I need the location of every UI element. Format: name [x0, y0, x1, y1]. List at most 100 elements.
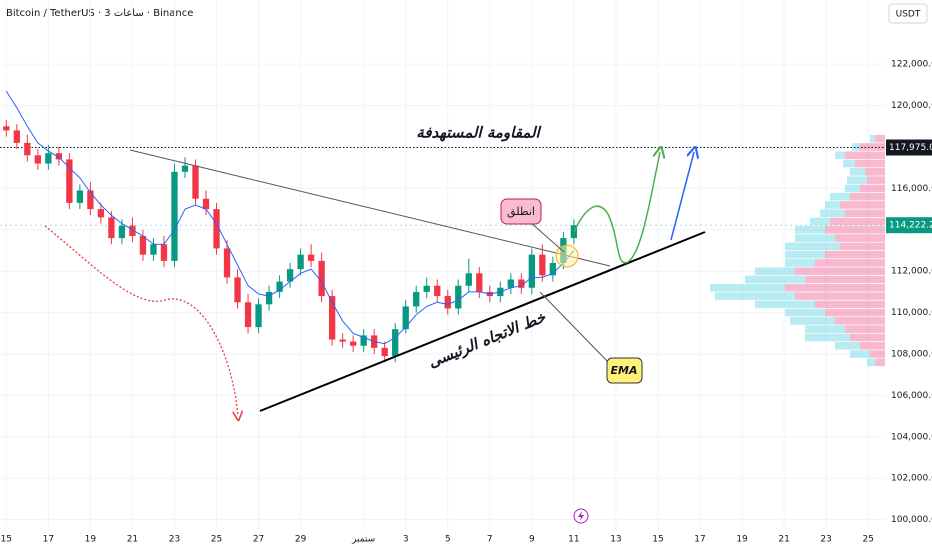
x-tick-label: 25 — [862, 535, 873, 545]
profile-buy — [745, 275, 805, 284]
candle-body — [87, 190, 94, 210]
profile-buy — [843, 159, 855, 168]
lightning — [578, 511, 584, 521]
x-tick-label: 15 — [652, 535, 663, 545]
x-tick-label: 17 — [43, 535, 54, 545]
candle-body — [3, 126, 10, 131]
candle-body — [150, 244, 157, 255]
profile-sell — [850, 192, 885, 201]
profile-buy — [805, 333, 850, 342]
candle-body — [318, 260, 325, 297]
candle-body — [307, 254, 315, 261]
profile-buy — [830, 192, 850, 201]
candle-body — [350, 341, 357, 346]
profile-sell — [785, 283, 885, 292]
ema-label: EMA — [611, 364, 638, 377]
profile-sell — [825, 226, 885, 234]
projection-green — [573, 152, 660, 264]
candle-body — [402, 306, 409, 330]
candle-body — [45, 153, 52, 164]
profile-sell — [825, 308, 885, 317]
y-tick-label: 108,000.00 — [891, 350, 932, 360]
profile-sell — [795, 267, 885, 276]
profile-buy — [790, 317, 835, 325]
launch-box — [500, 198, 542, 225]
candle-body — [444, 296, 451, 309]
trendline-label: خط الاتجاه الرئيسى — [426, 308, 549, 372]
candle-body — [549, 262, 557, 276]
y-tick-label: 106,000.00 — [891, 391, 932, 401]
profile-buy — [850, 168, 865, 176]
candle-body — [339, 339, 346, 342]
symbol-title: Bitcoin / TetherUS · 3 ساعات · Binance — [6, 8, 193, 19]
resistance-label: المقاومة المستهدفة — [416, 124, 541, 142]
profile-buy — [845, 184, 860, 193]
candle-body — [518, 279, 525, 288]
price-badge-label: 114,222.20 — [889, 221, 932, 231]
profile-buy — [850, 350, 870, 358]
candle-body — [202, 198, 210, 210]
launch-label: انطلق — [507, 205, 535, 219]
x-tick-label: 19 — [736, 535, 748, 545]
candle-body — [192, 165, 199, 199]
y-tick-label: 122,000.00 — [891, 60, 932, 70]
candle-body — [476, 273, 483, 292]
x-tick-label: 5 — [445, 535, 451, 545]
candle-body — [66, 159, 73, 203]
candle-body — [392, 329, 399, 357]
profile-sell — [865, 168, 885, 176]
y-tick-label: 116,000.00 — [891, 184, 932, 194]
currency[interactable]: USDT — [896, 10, 921, 20]
candle-body — [76, 190, 84, 203]
candle-body — [276, 281, 283, 292]
y-tick-label: 102,000.00 — [891, 474, 932, 484]
candle-body — [381, 347, 388, 357]
profile-buy — [805, 325, 845, 333]
profile-buy — [755, 267, 795, 276]
drawings: انطلق EMA المقاومة المستهدفة خط الاتجاه … — [44, 124, 706, 524]
candle-body — [423, 285, 430, 292]
candle-body — [413, 291, 420, 307]
profile-sell — [850, 333, 885, 342]
candle-body — [265, 291, 273, 305]
x-tick-label: ستمبر — [351, 535, 375, 545]
candle-body — [118, 225, 126, 239]
candle-body — [24, 142, 31, 156]
descending-line — [129, 149, 611, 267]
profile-sell — [840, 201, 885, 209]
candle-body — [286, 269, 294, 282]
profile-sell — [825, 250, 885, 259]
profile-sell — [870, 350, 885, 358]
profile-sell — [867, 176, 885, 184]
candle-body — [328, 296, 336, 340]
launch-circle — [555, 244, 579, 268]
candle-body — [139, 236, 147, 255]
candle-body — [360, 335, 367, 346]
candle-body — [234, 277, 241, 303]
profile-buy — [795, 234, 835, 242]
profile-buy — [835, 341, 860, 350]
profile-buy — [795, 226, 825, 234]
x-tick-label: 17 — [694, 535, 705, 545]
x-tick-label: 21 — [127, 535, 138, 545]
profile-buy — [810, 217, 830, 226]
currency-box[interactable] — [888, 3, 928, 24]
y-tick-label: 120,000.00 — [891, 101, 932, 111]
profile-sell — [840, 242, 885, 251]
candle-body — [507, 279, 514, 288]
y-tick-label: 110,000.00 — [891, 308, 932, 318]
callout-pointer — [529, 221, 565, 253]
profile-sell — [860, 341, 885, 350]
x-tick-label: 25 — [211, 535, 222, 545]
profile-buy — [825, 201, 840, 209]
profile-buy — [785, 308, 825, 317]
profile-sell — [830, 217, 885, 226]
profile-buy — [715, 292, 795, 300]
candle-body — [244, 302, 252, 328]
x-tick-label: 23 — [169, 535, 180, 545]
profile-buy — [785, 250, 825, 259]
candle-body — [465, 273, 472, 286]
profile-buy — [785, 242, 840, 251]
profile-sell — [795, 292, 885, 300]
x-tick-label: 21 — [778, 535, 789, 545]
